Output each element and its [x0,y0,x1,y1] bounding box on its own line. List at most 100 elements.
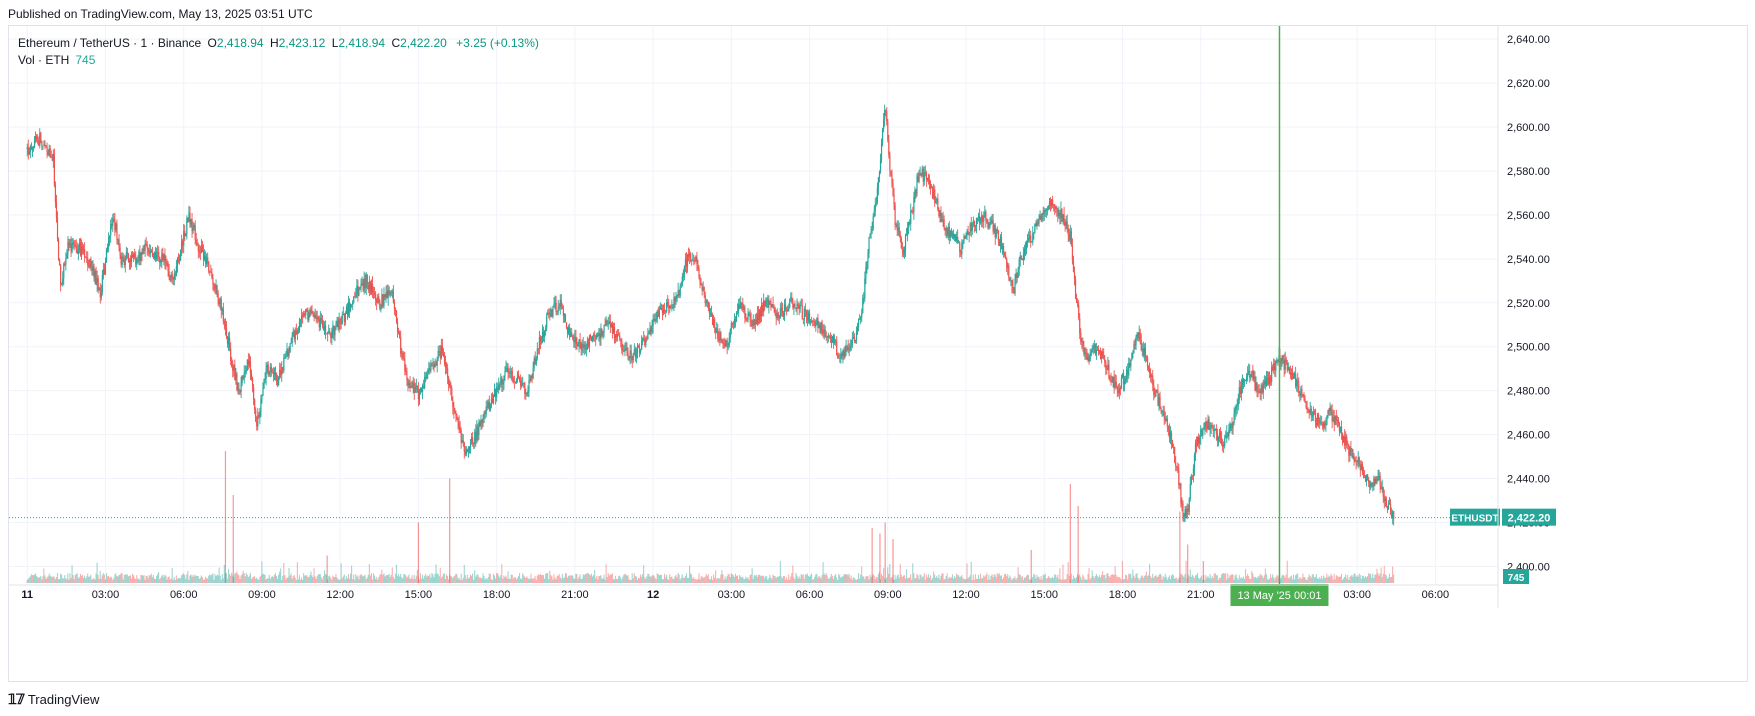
volume-bar [176,578,178,583]
candle-body [657,311,659,317]
volume-bar [1090,577,1092,583]
volume-bar [637,577,640,583]
candle-body [725,340,727,347]
volume-bar [563,577,565,583]
volume-bar [183,573,185,583]
candle-body [852,337,854,339]
volume-bar [238,575,240,583]
candle-body [128,259,131,263]
volume-bar [220,579,222,583]
volume-bar [323,570,326,583]
volume-bar [130,578,133,583]
legend-symbol[interactable]: Ethereum / TetherUS · 1 · Binance [18,36,202,50]
candle-body [1308,410,1310,413]
volume-bar [316,576,318,583]
volume-bar [384,576,386,583]
legend-volume-label[interactable]: Vol · ETH [18,53,70,67]
volume-bar [1096,575,1098,583]
volume-spike [417,522,420,583]
candle-body [1311,415,1313,417]
candle-body [441,346,444,353]
candle-body [701,285,703,291]
candle-body [564,314,567,323]
volume-bar [980,573,982,583]
candle-body [1167,425,1169,430]
volume-bar [717,577,719,583]
volume-bar [1125,574,1127,583]
candle-body [284,356,286,358]
candle-body [884,110,886,120]
x-tick-label: 12 [647,589,659,601]
candle-body [1113,377,1115,388]
candle-body [145,243,147,246]
volume-bar [236,571,238,583]
candle-body [153,252,156,258]
candle-body [535,357,537,365]
volume-bar [867,576,869,583]
candle-body [646,338,648,339]
candle-body [1080,333,1082,342]
candle-body [1250,374,1252,378]
candle-body [163,254,165,261]
tradingview-logo[interactable]: 𝟙𝟟 TradingView [8,691,99,708]
volume-bar [947,578,949,583]
volume-bar [1301,578,1303,583]
candle-body [1334,415,1336,425]
volume-bar [838,574,840,583]
volume-bar [94,579,96,583]
volume-bar [214,574,216,583]
volume-bar [381,569,383,583]
volume-bar [1064,579,1066,583]
volume-bar [460,573,462,583]
volume-bar [49,575,51,583]
legend-ohlc-row: Ethereum / TetherUS · 1 · Binance O2,418… [18,35,539,52]
candle-body [1239,387,1241,394]
candle-body [300,315,303,320]
candle-body [341,315,343,324]
candle-body [962,242,964,244]
volume-bar [409,579,411,583]
volume-bar [265,579,267,583]
candle-body [305,309,307,316]
candle-body [1246,376,1248,381]
legend-open-label: O [207,36,217,50]
candle-body [256,421,258,427]
candle-body [1309,408,1311,413]
volume-bar [677,572,679,583]
volume-bar [951,574,953,583]
candle-body [1191,475,1193,477]
volume-bar [136,575,138,583]
volume-bar [1316,578,1319,583]
candle-body [449,383,451,386]
volume-bar [1127,579,1129,583]
candle-body [870,230,872,234]
candle-body [515,380,518,382]
candle-body [1260,385,1262,394]
candle-body [351,304,353,306]
x-tick-label: 06:00 [170,589,198,601]
candle-body [735,312,738,322]
candle-body [437,350,439,358]
candle-body [229,337,231,349]
volume-bar [143,574,145,583]
candle-body [372,291,375,293]
volume-bar [54,579,56,583]
volume-bar [898,577,900,583]
volume-bar [1300,578,1302,583]
candle-body [788,306,790,312]
volume-bar [1198,577,1200,583]
volume-bar [112,579,114,583]
volume-bar [249,573,251,583]
volume-bar [1385,575,1387,583]
volume-bar [468,577,471,583]
volume-bar [686,578,689,583]
volume-bar [1144,575,1146,583]
volume-bar [1029,579,1031,583]
candle-body [1264,380,1266,386]
candle-body [673,296,675,307]
volume-bar [167,576,169,583]
volume-bar [1013,577,1015,583]
candle-body [1007,265,1009,268]
y-tick-label: 2,640.00 [1507,34,1550,46]
